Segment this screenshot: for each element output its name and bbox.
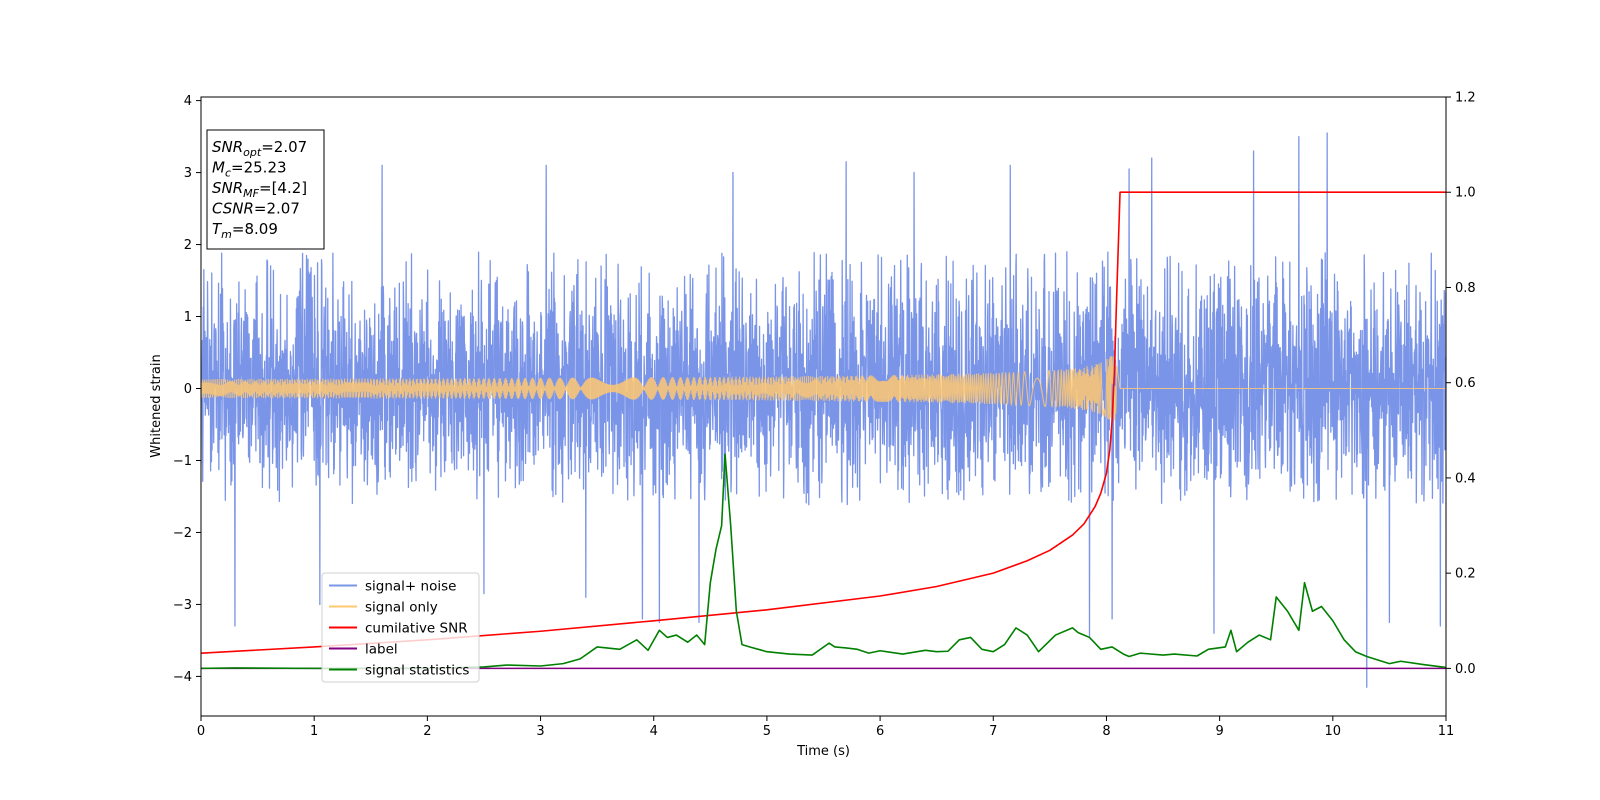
- x-tick-label: 7: [989, 724, 997, 739]
- x-axis-label: Time (s): [796, 744, 850, 759]
- legend-item: signal statistics: [329, 663, 469, 679]
- y-axis-label: Whitened strain: [149, 354, 164, 457]
- legend-frame: [321, 572, 480, 683]
- legend-label: label: [365, 642, 398, 658]
- legend-label: signal+ noise: [365, 579, 456, 595]
- legend-item: cumilative SNR: [329, 621, 468, 637]
- x-tick-label: 6: [876, 724, 884, 739]
- series-signal-noise-line: [201, 132, 1446, 688]
- series-cumilative-snr-line: [201, 191, 1446, 654]
- info-box-line: SNRMF=[4.2]: [212, 179, 307, 200]
- info-box-line: Mc=25.23: [212, 159, 287, 180]
- y-left-tick-label: 3: [184, 166, 192, 181]
- legend-label: signal only: [365, 600, 438, 616]
- legend-label: signal statistics: [365, 663, 469, 679]
- x-tick-label: 1: [310, 724, 318, 739]
- x-tick-label: 3: [536, 724, 544, 739]
- y-right-tick-label: 1.0: [1455, 186, 1476, 201]
- y-left-tick-label: 4: [184, 94, 192, 109]
- y-left-tick-label: −2: [173, 526, 192, 541]
- info-box-frame: [206, 129, 325, 250]
- y-axis-right: 0.0 0.2 0.4 0.6 0.8 1.0 1.2: [1446, 91, 1476, 677]
- x-tick-label: 5: [763, 724, 771, 739]
- y-right-tick-label: 1.2: [1455, 91, 1476, 106]
- y-right-tick-label: 0.4: [1455, 471, 1476, 486]
- legend: signal+ noise signal only cumilative SNR la…: [321, 572, 480, 683]
- x-tick-label: 9: [1215, 724, 1223, 739]
- legend-item: label: [329, 642, 398, 658]
- x-tick-label: 4: [650, 724, 658, 739]
- legend-item: signal only: [329, 600, 438, 616]
- x-tick-label: 8: [1102, 724, 1110, 739]
- y-left-tick-label: −1: [173, 454, 192, 469]
- x-tick-label: 2: [423, 724, 431, 739]
- series-signal-only-line: [201, 356, 1446, 421]
- y-axis-left: −4 −3 −2 −1 0 1 2 3 4: [173, 94, 201, 685]
- y-left-tick-label: −3: [173, 598, 192, 613]
- y-left-tick-label: 2: [184, 238, 192, 253]
- y-right-tick-label: 0.2: [1455, 567, 1476, 582]
- y-left-tick-label: −4: [173, 670, 192, 685]
- x-tick-label: 0: [197, 724, 205, 739]
- y-right-tick-label: 0.0: [1455, 662, 1476, 677]
- y-left-tick-label: 0: [184, 382, 192, 397]
- series-signal-statistics-line: [201, 453, 1446, 670]
- y-right-tick-label: 0.6: [1455, 376, 1476, 391]
- y-left-tick-label: 1: [184, 310, 192, 325]
- plot-frame: [200, 96, 1447, 717]
- info-box-line: Tm=8.09: [212, 220, 278, 241]
- x-axis: 0 1 2 3 4 5 6 7 8 9 10 11: [197, 716, 1454, 739]
- x-tick-label: 11: [1438, 724, 1455, 739]
- legend-label: cumilative SNR: [365, 621, 468, 637]
- info-box-line: CSNR=2.07: [212, 200, 300, 218]
- legend-item: signal+ noise: [329, 579, 456, 595]
- x-tick-label: 10: [1325, 724, 1342, 739]
- info-box-line: SNRopt=2.07: [212, 138, 307, 159]
- y-right-tick-label: 0.8: [1455, 281, 1476, 296]
